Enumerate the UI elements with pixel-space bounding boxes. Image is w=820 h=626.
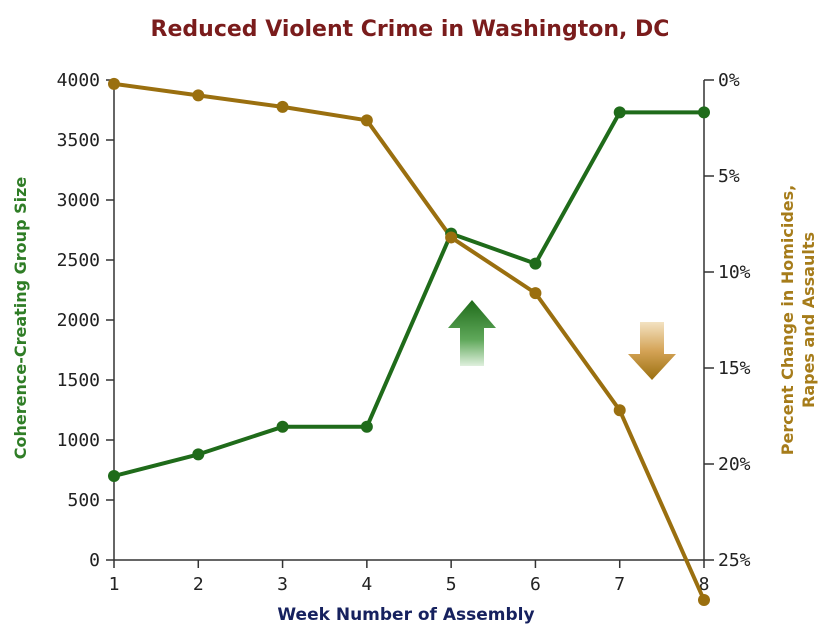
x-tick-label: 6 [530,574,541,595]
y-left-tick-label: 3000 [57,190,100,211]
y-right-tick-label: 5% [718,166,740,187]
arrow-up-icon [448,300,496,366]
data-point-right [192,89,205,102]
series-lines [113,81,706,601]
data-point-right [613,404,626,417]
data-point-right [698,594,710,606]
data-point-right [276,100,289,113]
y-left-tick-label: 2000 [57,310,100,331]
series-line-right [113,81,706,601]
data-point-right [445,231,458,244]
y-left-tick-label: 4000 [57,70,100,91]
data-point-left [360,420,373,433]
x-tick-label: 2 [193,574,204,595]
x-tick-label: 8 [699,574,710,595]
y-right-tick-label: 25% [718,550,751,571]
y-axis-left-label: Coherence-Creating Group Size [11,177,30,460]
x-tick-label: 4 [361,574,372,595]
series-line-left [113,110,704,478]
y-left-tick-label: 500 [67,490,100,511]
tick-labels: 0 500 1000 1500 2000 2500 3000 3500 4000 0% 5% 10% 1… [57,70,751,595]
y-right-tick-label: 0% [718,70,740,91]
y-left-tick-label: 1500 [57,370,100,391]
y-left-tick-label: 2500 [57,250,100,271]
y-left-tick-label: 3500 [57,130,100,151]
x-tick-label: 7 [614,574,625,595]
y-left-tick-label: 0 [89,550,100,571]
series-points [108,77,710,606]
data-point-right [360,114,373,127]
data-point-left [613,106,626,119]
y-axis-right-label-line1: Percent Change in Homicides, [778,185,797,455]
x-tick-label: 5 [446,574,457,595]
x-tick-label: 3 [277,574,288,595]
arrow-down-icon [628,322,676,380]
data-point-left [192,448,205,461]
y-right-tick-label: 15% [718,358,751,379]
data-point-right [529,287,542,300]
data-point-right [108,77,120,90]
y-right-tick-label: 20% [718,454,751,475]
data-point-left [698,106,710,119]
chart-title: Reduced Violent Crime in Washington, DC [151,17,670,42]
y-left-tick-label: 1000 [57,430,100,451]
x-axis-label: Week Number of Assembly [277,605,534,625]
y-axis-right-label-line2: Rapes and Assaults [799,232,818,408]
data-point-left [529,257,542,270]
data-point-left [276,420,289,433]
x-tick-label: 1 [109,574,120,595]
data-point-left [108,470,120,482]
y-right-tick-label: 10% [718,262,751,283]
